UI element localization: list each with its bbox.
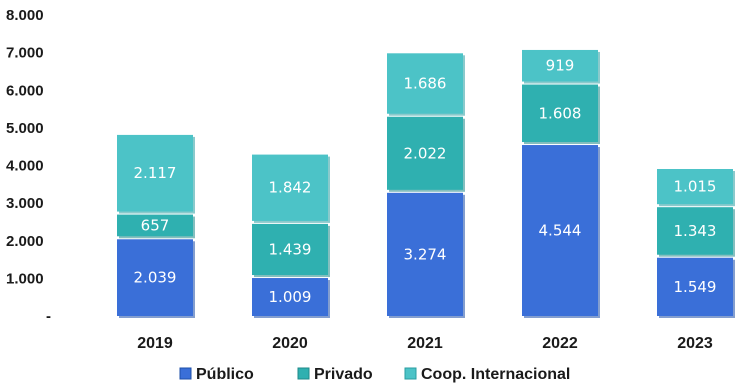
bar-value-label: 1.343	[674, 222, 717, 240]
value-labels: 2.039 657 2.117 1.009 1.439 1.842 3.274 2.022 1.…	[134, 57, 717, 306]
bar-segment	[252, 278, 328, 316]
legend-label: Coop. Internacional	[421, 366, 570, 383]
bar-value-label: 1.549	[674, 278, 717, 296]
bar-segment	[117, 134, 193, 212]
legend-swatch	[404, 367, 417, 380]
bar-value-label: 2.117	[134, 164, 177, 182]
bar-segment	[252, 223, 328, 276]
y-axis: - 1.000 2.000 3.000 4.000 5.000 6.000 7.000 8.00…	[6, 7, 51, 325]
bar-value-label: 4.544	[539, 222, 582, 240]
y-tick-label: -	[46, 308, 51, 325]
y-tick-label: 4.000	[6, 158, 44, 175]
x-axis: 2019 2020 2021 2022 2023	[137, 335, 713, 352]
legend-swatch	[179, 367, 192, 380]
legend-label: Privado	[314, 366, 373, 383]
bar-value-label: 1.015	[674, 178, 717, 196]
x-tick-label: 2023	[677, 335, 713, 352]
y-tick-label: 5.000	[6, 120, 44, 137]
legend-label: Público	[196, 366, 254, 383]
bar-segment	[522, 49, 598, 82]
legend-swatch	[297, 367, 310, 380]
bar-segment	[657, 257, 733, 316]
bar-value-label: 919	[546, 57, 575, 75]
y-tick-label: 7.000	[6, 45, 44, 62]
y-tick-label: 6.000	[6, 82, 44, 99]
bar-value-label: 1.686	[404, 75, 447, 93]
bar-value-label: 1.439	[269, 240, 312, 258]
bar-value-label: 1.608	[539, 104, 582, 122]
bar-value-label: 657	[141, 216, 170, 234]
bar-segment	[252, 154, 328, 221]
x-tick-label: 2021	[407, 335, 443, 352]
bar-segment	[522, 84, 598, 143]
bar-value-label: 2.022	[404, 144, 447, 162]
bar-segment	[522, 145, 598, 316]
bar-value-label: 2.039	[134, 269, 177, 287]
bar-value-label: 3.274	[404, 245, 447, 263]
x-tick-label: 2019	[137, 335, 173, 352]
x-tick-label: 2020	[272, 335, 308, 352]
y-tick-label: 1.000	[6, 270, 44, 287]
bar-segment	[657, 168, 733, 205]
bar-value-label: 1.009	[269, 288, 312, 306]
legend: Público Privado Coop. Internacional	[179, 366, 570, 383]
bar-value-label: 1.842	[269, 179, 312, 197]
bars	[117, 49, 735, 318]
x-tick-label: 2022	[542, 335, 578, 352]
bar-segment	[657, 207, 733, 255]
y-tick-label: 2.000	[6, 233, 44, 250]
bar-segment	[117, 239, 193, 316]
bar-segment	[387, 192, 463, 316]
bar-segment	[387, 116, 463, 190]
y-tick-label: 3.000	[6, 195, 44, 212]
bar-segment	[387, 53, 463, 114]
bar-segment	[117, 214, 193, 237]
y-tick-label: 8.000	[6, 7, 44, 24]
